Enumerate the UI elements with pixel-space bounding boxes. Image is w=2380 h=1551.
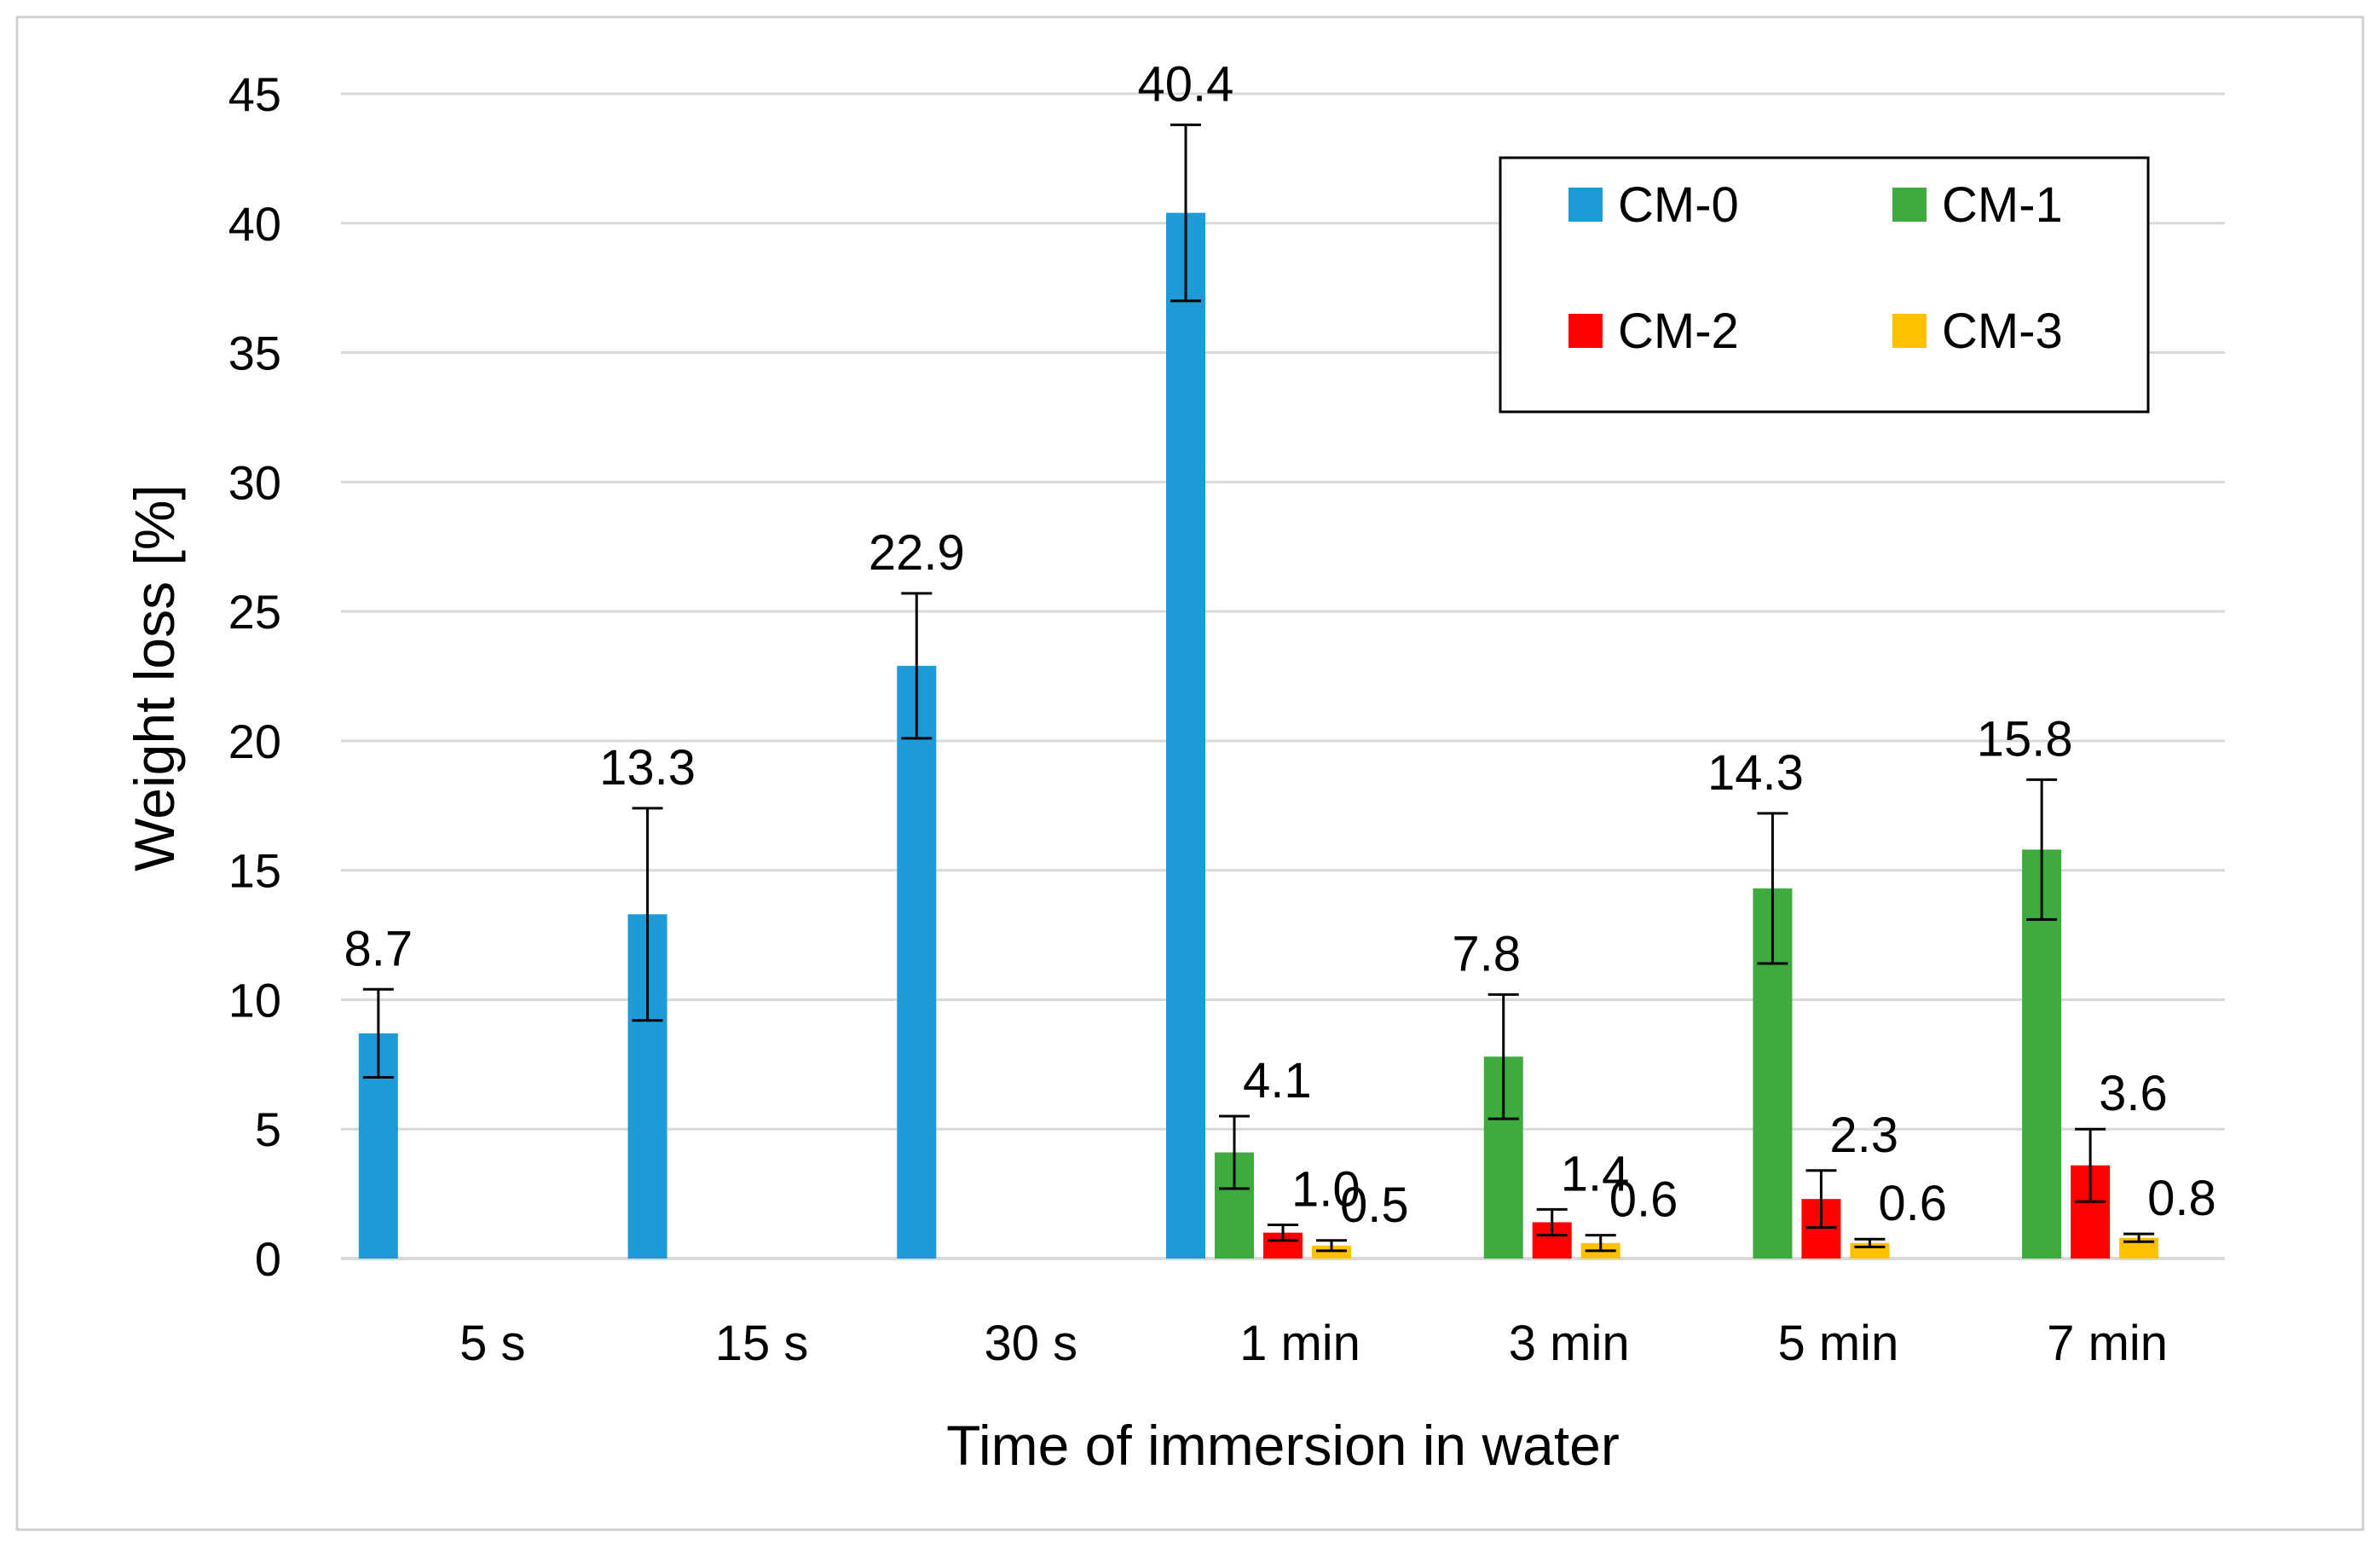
legend-label-cm-0: CM-0 — [1618, 177, 1739, 233]
y-tick-label: 35 — [228, 327, 281, 380]
data-label-cm-2-6: 3.6 — [2099, 1066, 2168, 1121]
legend-swatch-cm-3 — [1892, 314, 1927, 348]
x-tick-label: 3 min — [1509, 1316, 1630, 1371]
legend-swatch-cm-0 — [1568, 188, 1603, 222]
data-label-cm-3-4: 0.6 — [1609, 1172, 1678, 1228]
x-tick-label: 30 s — [984, 1316, 1077, 1371]
data-label-cm-1-5: 14.3 — [1707, 745, 1804, 801]
data-label-cm-0-3: 40.4 — [1138, 56, 1234, 112]
data-labels: 8.7 13.3 22.9 40.4 4.1 7.8 14.3 15.8 1.0 1.4 2.3 3.… — [344, 56, 2216, 1232]
y-tick-label: 30 — [228, 455, 281, 509]
bars — [358, 212, 2159, 1259]
bar-cm-3-3 — [1312, 1245, 1351, 1259]
data-label-cm-2-5: 2.3 — [1829, 1108, 1898, 1163]
data-label-cm-1-3: 4.1 — [1243, 1053, 1312, 1108]
legend: CM-0 CM-1 CM-2 CM-3 — [1499, 156, 2150, 414]
x-tick-label: 15 s — [715, 1316, 809, 1371]
bar-cm-0-3 — [1166, 212, 1205, 1259]
y-tick-label: 5 — [255, 1102, 281, 1156]
x-tick-label: 5 min — [1778, 1316, 1899, 1371]
x-axis-ticks: 5 s 15 s 30 s 1 min 3 min 5 min 7 min — [459, 1316, 2168, 1371]
data-label-cm-0-0: 8.7 — [344, 921, 413, 976]
bar-cm-0-2 — [897, 665, 937, 1259]
error-bars — [362, 123, 2155, 1253]
data-label-cm-0-1: 13.3 — [599, 740, 696, 796]
y-tick-label: 40 — [228, 197, 281, 251]
data-label-cm-1-6: 15.8 — [1977, 711, 2073, 767]
legend-swatch-cm-1 — [1892, 188, 1927, 222]
y-tick-label: 0 — [255, 1232, 281, 1286]
data-label-cm-2-4: 1.4 — [1561, 1146, 1630, 1201]
legend-label-cm-3: CM-3 — [1942, 304, 2063, 359]
data-label-cm-3-6: 0.8 — [2147, 1171, 2216, 1226]
y-tick-label: 15 — [228, 844, 281, 898]
x-tick-label: 5 s — [459, 1316, 525, 1371]
legend-swatch-cm-2 — [1568, 314, 1603, 348]
data-label-cm-2-3: 1.0 — [1291, 1162, 1360, 1218]
y-tick-label: 10 — [228, 973, 281, 1027]
data-label-cm-1-4: 7.8 — [1452, 926, 1521, 981]
x-tick-label: 7 min — [2047, 1316, 2168, 1371]
legend-label-cm-2: CM-2 — [1618, 304, 1739, 359]
legend-box — [1499, 156, 2150, 414]
y-tick-label: 20 — [228, 715, 281, 768]
data-label-cm-3-5: 0.6 — [1878, 1176, 1947, 1231]
y-axis-ticks: 0 5 10 15 20 25 30 35 40 45 — [228, 67, 281, 1286]
y-tick-label: 45 — [228, 67, 281, 121]
data-label-cm-0-2: 22.9 — [869, 525, 965, 581]
x-tick-label: 1 min — [1239, 1316, 1360, 1371]
y-tick-label: 25 — [228, 585, 281, 639]
data-label-cm-3-3: 0.5 — [1340, 1178, 1409, 1233]
y-axis-title: Weight loss [%] — [123, 484, 186, 871]
x-axis-title: Time of immersion in water — [946, 1414, 1620, 1477]
legend-label-cm-1: CM-1 — [1942, 177, 2063, 233]
